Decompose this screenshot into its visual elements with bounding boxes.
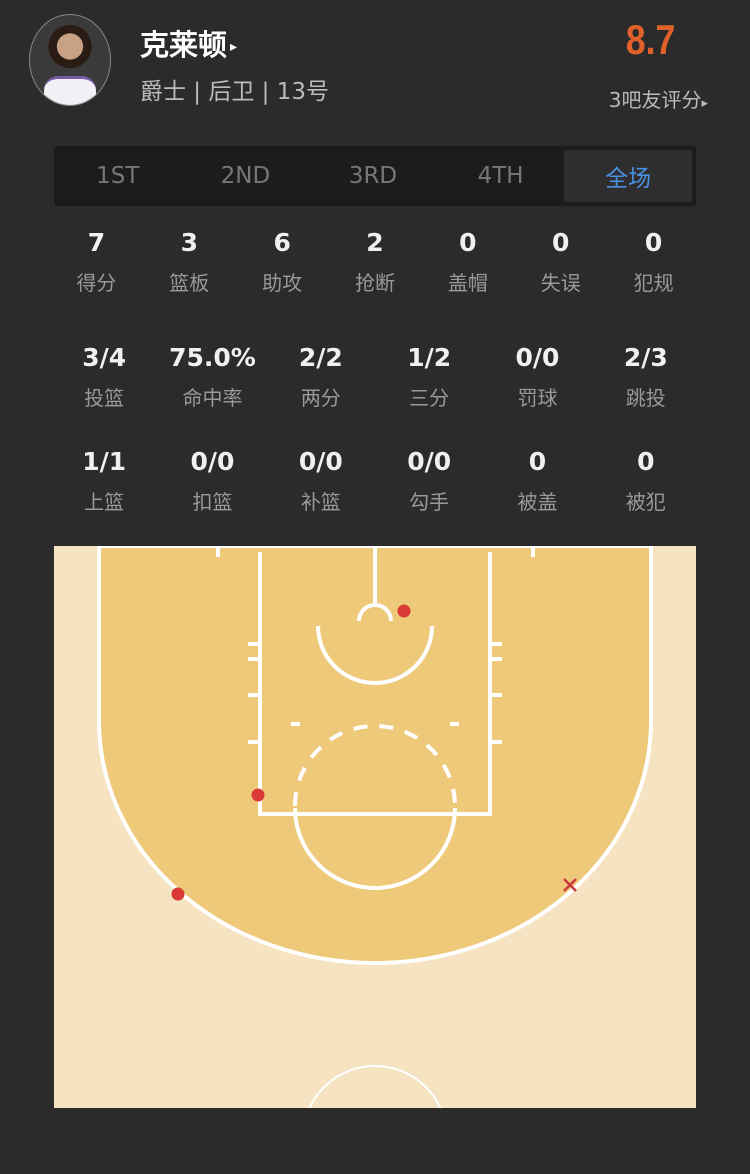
player-name: 克莱顿	[140, 28, 228, 62]
stat-value: 2	[366, 228, 384, 257]
restricted-area	[316, 625, 434, 685]
stat-value: 0	[552, 228, 570, 257]
stat-label: 被盖	[517, 490, 558, 514]
stat-value: 0	[459, 228, 477, 257]
stat-label: 抢断	[355, 271, 395, 295]
stat-value: 2/2	[298, 343, 343, 372]
stat-value: 1/1	[82, 447, 127, 476]
stat-label: 助攻	[262, 271, 303, 295]
stat-label: 被犯	[625, 490, 666, 514]
shot-type-stats: 1/1 上篮 0/0 扣篮 0/0 补篮 0/0 勾手 0 被盖 0 被犯	[50, 447, 700, 515]
stat-label: 犯规	[633, 271, 674, 295]
raters-count: 3吧友评分	[608, 88, 702, 112]
stat-shooting: 1/2 三分	[375, 343, 483, 411]
stat-label: 得分	[76, 271, 117, 295]
stat-value: 0/0	[407, 447, 452, 476]
stat-basic: 2 抢断	[329, 228, 422, 296]
player-name-link[interactable]: 克莱顿 ▸	[140, 22, 237, 64]
stat-value: 0	[637, 447, 655, 476]
tab-full-game[interactable]: 全场	[564, 150, 692, 202]
stat-label: 跳投	[625, 386, 666, 410]
stat-shooting: 0/0 罚球	[483, 343, 591, 411]
stat-value: 75.0%	[169, 343, 256, 372]
arrow-right-icon: ▸	[701, 96, 708, 111]
stat-basic: 3 篮板	[143, 228, 236, 296]
stat-value: 3	[180, 228, 198, 257]
stat-value: 6	[273, 228, 291, 257]
lane-hash-marks	[216, 546, 535, 744]
paint-lane	[258, 552, 492, 816]
stat-label: 投篮	[84, 386, 125, 410]
rating-score: 8.7	[625, 16, 675, 63]
stat-shot_types: 0 被盖	[483, 447, 591, 515]
stat-basic: 0 犯规	[607, 228, 700, 296]
tab-4th[interactable]: 4TH	[477, 163, 524, 189]
stat-shooting: 2/2 两分	[267, 343, 375, 411]
stat-shooting: 2/3 跳投	[592, 343, 700, 411]
stat-label: 失误	[540, 271, 581, 295]
stat-value: 1/2	[407, 343, 452, 372]
stat-value: 7	[87, 228, 106, 257]
stat-basic: 7 得分	[50, 228, 143, 296]
stat-basic: 0 盖帽	[421, 228, 514, 296]
tab-3rd[interactable]: 3RD	[348, 163, 398, 189]
tab-1st[interactable]: 1ST	[96, 163, 140, 189]
stat-shot_types: 1/1 上篮	[50, 447, 158, 515]
jersey	[44, 76, 96, 105]
period-tabs: 1ST 2ND 3RD 4TH 全场	[54, 146, 696, 206]
player-meta: 爵士 | 后卫 | 13号	[140, 79, 330, 105]
stat-label: 篮板	[169, 271, 210, 295]
stat-label: 罚球	[517, 386, 558, 410]
stat-label: 上篮	[84, 490, 125, 514]
free-throw-circle-dashed	[293, 724, 457, 807]
stat-value: 0/0	[298, 447, 343, 476]
stat-label: 盖帽	[447, 271, 488, 295]
tab-2nd[interactable]: 2ND	[220, 163, 271, 189]
stat-value: 0	[528, 447, 547, 476]
three-point-line	[97, 546, 653, 965]
avatar[interactable]	[29, 14, 111, 106]
stat-label: 命中率	[182, 386, 243, 410]
arrow-right-icon: ▸	[230, 39, 238, 55]
stat-label: 补篮	[300, 490, 341, 514]
stat-value: 0	[644, 228, 663, 257]
center-circle	[308, 1065, 442, 1108]
stat-value: 0/0	[190, 447, 235, 476]
stat-shot_types: 0/0 勾手	[375, 447, 483, 515]
made-shot-marker	[397, 604, 411, 618]
shot-chart-court	[54, 546, 696, 1108]
made-shot-marker	[251, 788, 265, 802]
stat-label: 扣篮	[192, 490, 233, 514]
rim	[357, 603, 393, 622]
stat-basic: 6 助攻	[236, 228, 329, 296]
shooting-stats: 3/4 投篮 75.0% 命中率 2/2 两分 1/2 三分 0/0 罚球 2/3 跳投	[50, 343, 700, 411]
stat-shot_types: 0 被犯	[592, 447, 700, 515]
free-throw-circle	[293, 807, 457, 890]
stat-value: 0/0	[515, 343, 560, 372]
stat-shooting: 75.0% 命中率	[158, 343, 266, 411]
stat-shooting: 3/4 投篮	[50, 343, 158, 411]
rating-link[interactable]: 3吧友评分▸	[609, 84, 708, 113]
stat-value: 2/3	[623, 343, 668, 372]
stat-shot_types: 0/0 补篮	[267, 447, 375, 515]
stat-shot_types: 0/0 扣篮	[158, 447, 266, 515]
made-shot-marker	[171, 887, 185, 901]
stat-label: 勾手	[409, 490, 450, 514]
stat-label: 三分	[409, 386, 450, 410]
basic-stats: 7 得分 3 篮板 6 助攻 2 抢断 0 盖帽 0 失误 0 犯规	[50, 228, 700, 296]
stat-value: 3/4	[82, 343, 127, 372]
missed-shot-marker	[563, 878, 577, 892]
stat-label: 两分	[300, 386, 341, 410]
stat-basic: 0 失误	[514, 228, 607, 296]
